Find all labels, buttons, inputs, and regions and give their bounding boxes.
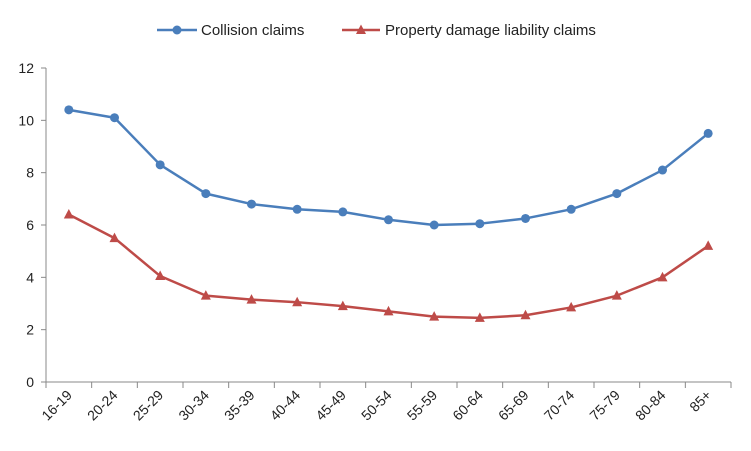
- data-point: [384, 215, 393, 225]
- x-tick-label: 80-84: [632, 387, 669, 424]
- series-layer: [63, 105, 714, 322]
- data-point: [429, 220, 439, 230]
- x-tick-label: 35-39: [221, 387, 258, 424]
- y-tick-label: 8: [26, 165, 34, 181]
- data-point: [201, 189, 211, 199]
- y-tick-label: 6: [26, 217, 34, 233]
- series-2: [63, 209, 714, 322]
- x-tick-label: 65-69: [495, 387, 532, 424]
- data-point: [520, 309, 531, 320]
- y-tick-label: 2: [26, 322, 34, 338]
- data-point: [474, 312, 485, 322]
- data-point: [338, 207, 348, 217]
- x-tick-label: 50-54: [358, 387, 395, 424]
- data-point: [383, 305, 394, 316]
- legend-label: Collision claims: [201, 22, 304, 39]
- legend-label: Property damage liability claims: [385, 22, 596, 39]
- legend-item: Property damage liability claims: [342, 22, 596, 39]
- data-point: [658, 165, 667, 175]
- y-tick-label: 12: [18, 60, 34, 76]
- x-tick-label: 45-49: [312, 387, 349, 424]
- data-point: [429, 311, 440, 321]
- data-point: [63, 209, 74, 219]
- data-point: [337, 300, 348, 311]
- x-tick-label: 40-44: [267, 387, 304, 424]
- data-point: [246, 294, 257, 304]
- x-tick-label: 25-29: [130, 387, 167, 424]
- x-tick-label: 20-24: [84, 387, 121, 424]
- x-tick-label: 55-59: [404, 387, 441, 424]
- data-point: [64, 105, 74, 115]
- data-point: [200, 290, 211, 300]
- data-point: [292, 296, 303, 307]
- series-1: [64, 105, 713, 230]
- data-point: [155, 270, 166, 281]
- legend: Collision claims Property damage liabilit…: [157, 22, 596, 39]
- data-point: [247, 199, 256, 209]
- x-tick-label: 16-19: [38, 387, 75, 424]
- data-point: [612, 189, 622, 199]
- data-point: [611, 290, 622, 300]
- data-point: [657, 271, 668, 282]
- series-line: [68, 108, 709, 227]
- legend-marker: [356, 24, 366, 34]
- data-point: [155, 160, 165, 170]
- legend-marker: [172, 25, 182, 35]
- x-tick-label: 30-34: [175, 387, 212, 424]
- legend-item: Collision claims: [157, 22, 304, 39]
- data-point: [703, 128, 713, 138]
- x-tick-label: 75-79: [586, 387, 623, 424]
- x-tick-label: 85+: [686, 387, 714, 415]
- series-line: [68, 213, 709, 320]
- y-tick-label: 4: [26, 269, 34, 285]
- data-point: [110, 113, 119, 123]
- data-point: [109, 232, 120, 243]
- y-tick-label: 0: [26, 374, 34, 390]
- data-point: [521, 213, 530, 223]
- data-point: [703, 240, 714, 250]
- x-axis: 16-19 20-24 25-29 30-34 35-39 40-44 45-49 50-54…: [38, 381, 732, 424]
- x-tick-label: 70-74: [541, 387, 578, 424]
- data-point: [292, 204, 302, 214]
- data-point: [475, 219, 485, 229]
- data-point: [566, 204, 576, 214]
- y-axis: 0 2 4 6 8 10 12: [18, 60, 47, 390]
- x-tick-label: 60-64: [449, 387, 486, 424]
- y-tick-label: 10: [18, 112, 34, 128]
- data-point: [566, 301, 577, 312]
